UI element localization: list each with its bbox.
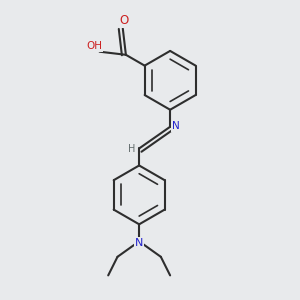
Text: H: H [128,144,135,154]
Text: OH: OH [86,41,102,51]
Text: N: N [172,121,180,131]
Text: N: N [135,238,143,248]
Text: O: O [120,14,129,27]
